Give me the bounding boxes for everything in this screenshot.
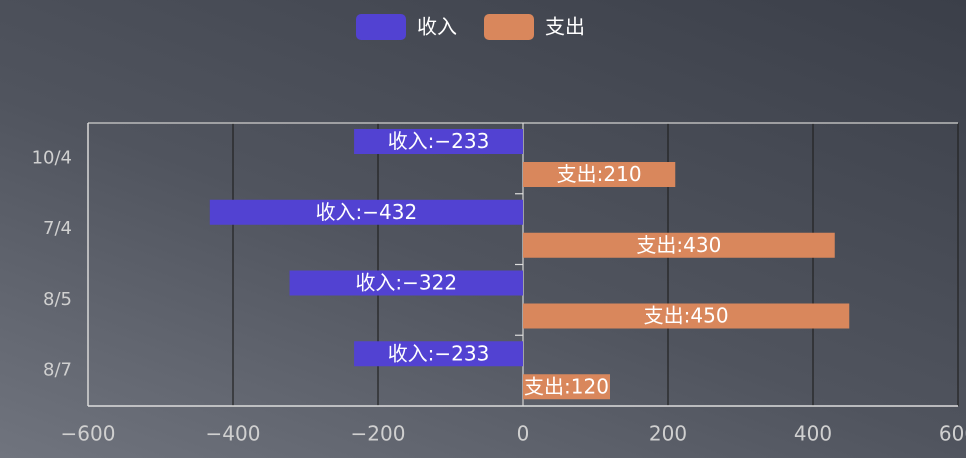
- x-tick-label: −200: [351, 422, 406, 446]
- x-tick-label: −400: [206, 422, 261, 446]
- bar: [354, 129, 523, 154]
- bar-label: 收入:−233: [388, 341, 490, 365]
- y-tick-label: 8/5: [43, 289, 72, 310]
- bar-label: 收入:−233: [388, 129, 490, 153]
- bar: [523, 232, 835, 258]
- legend-swatch: [484, 14, 534, 40]
- y-tick-label: 8/7: [43, 360, 72, 381]
- bar: [209, 199, 524, 225]
- bar: [523, 374, 610, 400]
- x-tick-label: 200: [649, 422, 687, 446]
- legend-item: 支出: [484, 14, 585, 40]
- bar-label: 支出:450: [644, 304, 729, 328]
- x-tick-label: −600: [61, 422, 116, 446]
- bar-label: 支出:430: [636, 233, 721, 257]
- x-tick-label: 600: [939, 422, 966, 446]
- bar: [523, 162, 676, 187]
- x-tick-label: 400: [794, 422, 832, 446]
- bar: [354, 341, 523, 367]
- y-tick-label: 7/4: [43, 218, 72, 239]
- legend-label: 收入: [417, 15, 457, 39]
- y-tick-label: 10/4: [32, 147, 72, 168]
- bar-label: 支出:120: [524, 374, 609, 398]
- bar-label: 收入:−432: [316, 200, 418, 224]
- bar: [523, 303, 850, 329]
- legend-swatch: [356, 14, 406, 40]
- bar: [289, 270, 523, 296]
- legend-item: 收入: [356, 14, 457, 40]
- legend-label: 支出: [545, 15, 585, 39]
- bar-label: 支出:210: [557, 162, 642, 186]
- bar-label: 收入:−322: [355, 271, 457, 295]
- x-tick-label: 0: [517, 422, 530, 446]
